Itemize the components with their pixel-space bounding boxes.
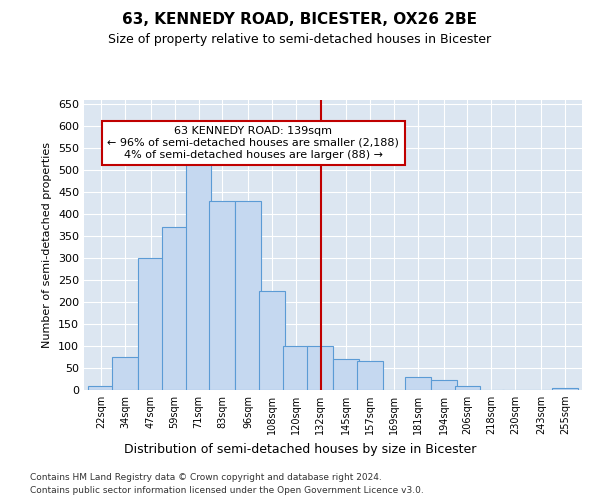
Text: 63 KENNEDY ROAD: 139sqm
← 96% of semi-detached houses are smaller (2,188)
4% of : 63 KENNEDY ROAD: 139sqm ← 96% of semi-de… xyxy=(107,126,399,160)
Bar xyxy=(455,386,481,390)
Bar xyxy=(112,357,138,390)
Bar xyxy=(259,291,285,390)
Y-axis label: Number of semi-detached properties: Number of semi-detached properties xyxy=(43,142,52,348)
Text: 63, KENNEDY ROAD, BICESTER, OX26 2BE: 63, KENNEDY ROAD, BICESTER, OX26 2BE xyxy=(122,12,478,28)
Bar xyxy=(88,386,114,390)
Bar xyxy=(283,346,309,390)
Bar xyxy=(333,359,359,390)
Bar xyxy=(138,258,164,390)
Bar xyxy=(552,388,578,390)
Bar xyxy=(185,160,211,390)
Bar xyxy=(405,377,431,390)
Bar xyxy=(235,201,261,390)
Text: Contains HM Land Registry data © Crown copyright and database right 2024.: Contains HM Land Registry data © Crown c… xyxy=(30,472,382,482)
Bar xyxy=(307,346,333,390)
Bar xyxy=(209,201,235,390)
Text: Contains public sector information licensed under the Open Government Licence v3: Contains public sector information licen… xyxy=(30,486,424,495)
Bar xyxy=(431,380,457,390)
Bar xyxy=(161,228,188,390)
Text: Size of property relative to semi-detached houses in Bicester: Size of property relative to semi-detach… xyxy=(109,32,491,46)
Text: Distribution of semi-detached houses by size in Bicester: Distribution of semi-detached houses by … xyxy=(124,442,476,456)
Bar xyxy=(357,362,383,390)
